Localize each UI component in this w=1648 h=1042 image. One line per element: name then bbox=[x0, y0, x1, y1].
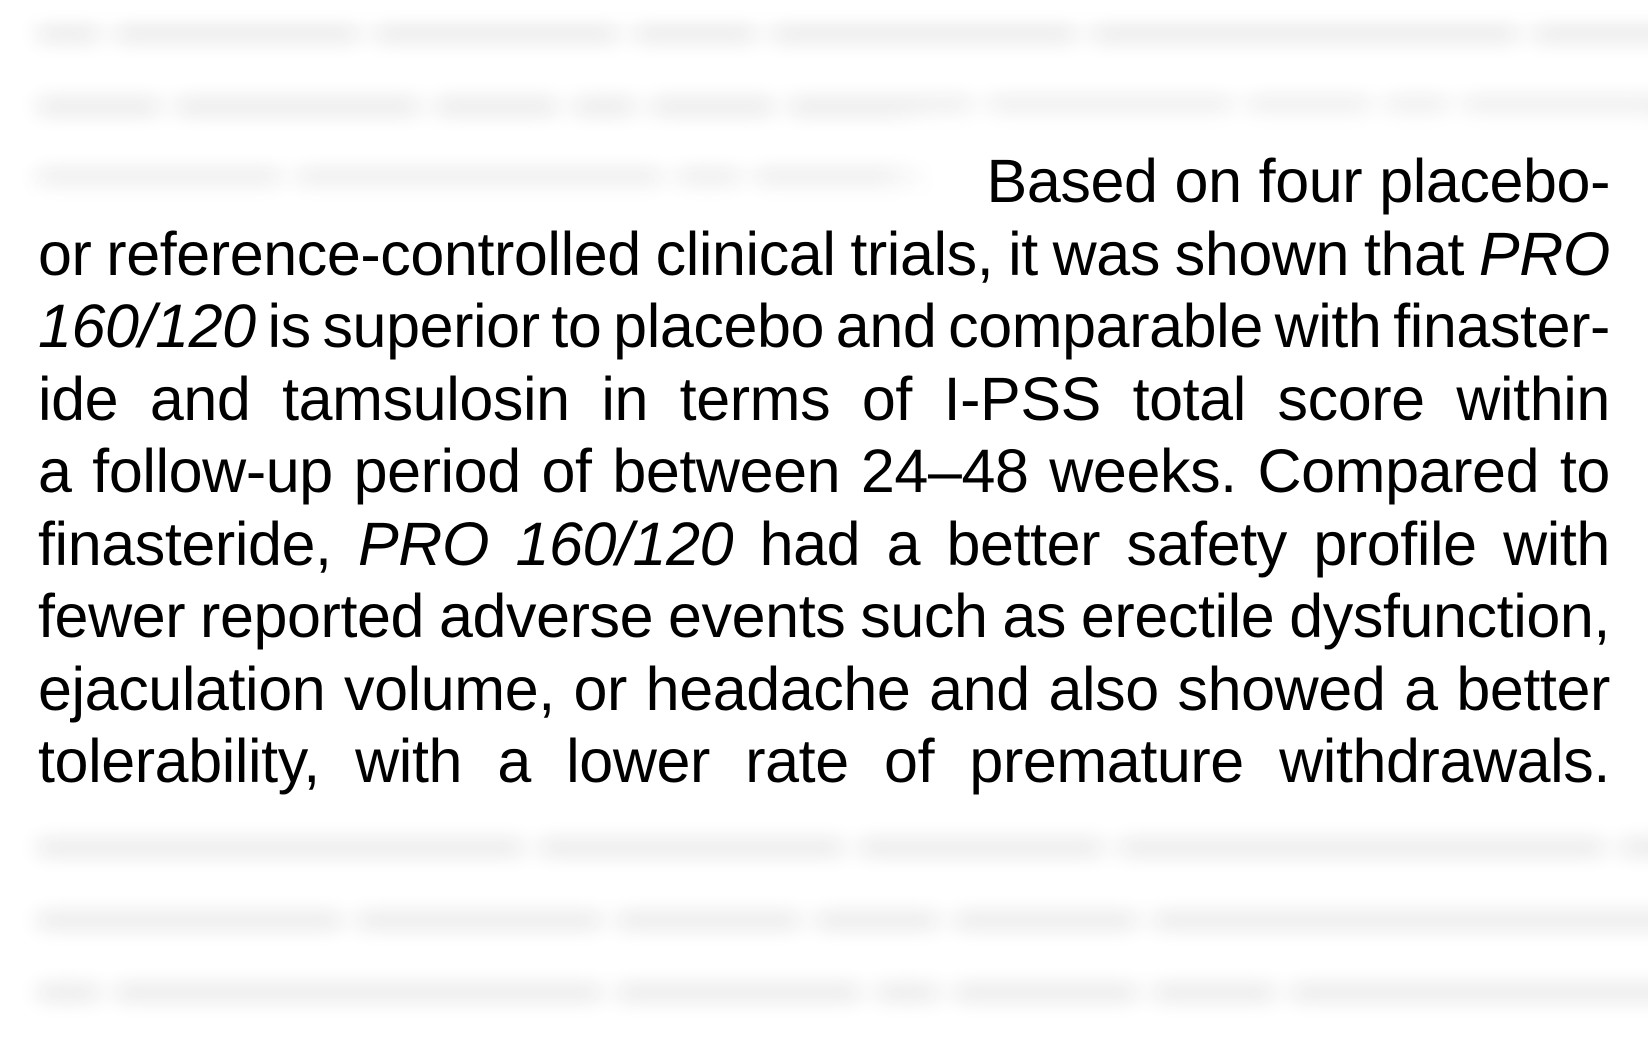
page-fade-bottom bbox=[0, 1012, 1648, 1042]
word: a bbox=[886, 509, 921, 578]
word: with bbox=[1274, 292, 1382, 360]
word: reported bbox=[200, 582, 425, 650]
word-adverse-event: ejaculation bbox=[38, 654, 326, 723]
word: also bbox=[1048, 654, 1159, 723]
paragraph-line-5: a follow-up period of between 24–48 week… bbox=[38, 435, 1610, 508]
word: score bbox=[1277, 364, 1426, 433]
word: safety bbox=[1126, 509, 1288, 578]
word: or bbox=[38, 219, 92, 288]
paragraph-line-6: finasteride, PRO 160/120 had a better sa… bbox=[38, 508, 1610, 581]
word: of bbox=[861, 364, 912, 433]
word: period bbox=[353, 437, 522, 505]
paragraph-line-9: tolerability, with a lower rate of prema… bbox=[38, 725, 1610, 798]
word: erectile bbox=[1080, 582, 1275, 650]
blurred-line: — ———————— ———— — ——— —— ———————— — ————… bbox=[38, 951, 1648, 1024]
word: as bbox=[1002, 582, 1067, 650]
word: with bbox=[355, 727, 463, 795]
word-adverse-event: dysfunction, bbox=[1289, 582, 1610, 650]
word: withdrawals. bbox=[1279, 727, 1610, 795]
paragraph-line-2: or reference-controlled clinical trials,… bbox=[38, 218, 1610, 291]
word: to bbox=[551, 292, 602, 360]
word-italic-product-dose: 160/120 bbox=[38, 292, 256, 360]
word: within bbox=[1456, 364, 1610, 433]
word-italic-product-dose: 160/120 bbox=[515, 509, 734, 578]
word: Compared bbox=[1257, 437, 1540, 505]
word: is bbox=[267, 292, 311, 360]
blurred-line-text: ———————— ————— ———— ———————— ——————— —— bbox=[38, 808, 1648, 876]
word-italic-product-name: PRO bbox=[1478, 219, 1610, 288]
word: better bbox=[946, 509, 1101, 578]
word: that bbox=[1363, 219, 1465, 288]
word: finasteride, bbox=[38, 509, 332, 578]
word: total bbox=[1132, 364, 1247, 433]
word: terms bbox=[679, 364, 831, 433]
blurred-line-text: — ———————— ———— — ——— —— ———————— — ————… bbox=[38, 953, 1648, 1021]
word: of bbox=[884, 727, 935, 795]
word: with bbox=[1503, 509, 1610, 578]
word-adverse-event: headache bbox=[645, 654, 911, 723]
word: volume, bbox=[343, 654, 555, 723]
word: between bbox=[612, 437, 841, 505]
word: tamsulosin bbox=[282, 364, 570, 433]
word: ide bbox=[38, 364, 119, 433]
word: clinical bbox=[655, 219, 836, 288]
paragraph-line-4: ide and tamsulosin in terms of I-PSS tot… bbox=[38, 363, 1610, 436]
page-fade-top bbox=[0, 0, 1648, 26]
word: trials, bbox=[850, 219, 994, 288]
focus-paragraph: Based on four placebo- or reference-cont… bbox=[38, 145, 1610, 798]
word: superior bbox=[322, 292, 540, 360]
word: follow-up bbox=[92, 437, 333, 505]
blurred-line-text: ————— ———— ——— —— ——— ————————— — ——— ——… bbox=[38, 880, 1648, 949]
word: and bbox=[835, 292, 937, 360]
word: and bbox=[929, 654, 1030, 723]
word: of bbox=[541, 437, 592, 505]
word: finaster- bbox=[1393, 292, 1610, 360]
word: profile bbox=[1313, 509, 1477, 578]
word: such bbox=[860, 582, 988, 650]
blurred-text-below: ———————— ————— ———— ———————— ————— —— —— … bbox=[38, 806, 1648, 1024]
word: rate bbox=[745, 727, 849, 795]
word-duration-range: 24–48 bbox=[860, 437, 1029, 505]
blurred-line: ———————— ————— ———— ———————— ——————— —— bbox=[38, 806, 1648, 879]
paragraph-line-1: Based on four placebo- bbox=[38, 145, 1611, 218]
word: a bbox=[38, 437, 72, 505]
line-text: Based on four placebo- bbox=[986, 147, 1611, 215]
word: events bbox=[668, 582, 846, 650]
word: to bbox=[1559, 437, 1610, 505]
word: weeks. bbox=[1049, 437, 1237, 505]
blurred-line: ————— ———— ——— —— ——— ————————— — ——— ——… bbox=[38, 879, 1648, 952]
word: adverse bbox=[438, 582, 654, 650]
word: it bbox=[1008, 219, 1038, 288]
word: a bbox=[1404, 654, 1438, 723]
paragraph-line-8: ejaculation volume, or headache and also… bbox=[38, 653, 1610, 726]
word: a bbox=[497, 727, 531, 795]
word: was bbox=[1052, 219, 1161, 288]
paragraph-line-3: 160/120 is superior to placebo and compa… bbox=[38, 290, 1610, 363]
focus-haze-middle bbox=[0, 196, 1648, 266]
word: better bbox=[1456, 654, 1610, 723]
word-scale-name: I-PSS bbox=[943, 364, 1102, 433]
word: premature bbox=[969, 727, 1244, 795]
word: in bbox=[601, 364, 649, 433]
word: showed bbox=[1177, 654, 1386, 723]
paragraph-line-7: fewer reported adverse events such as er… bbox=[38, 580, 1610, 653]
word: had bbox=[759, 509, 861, 578]
word: reference-controlled bbox=[106, 219, 641, 288]
word: comparable bbox=[948, 292, 1263, 360]
word: or bbox=[573, 654, 628, 723]
word-italic-product-name: PRO bbox=[358, 509, 490, 578]
focus-haze-bottom bbox=[0, 760, 1648, 804]
word: shown bbox=[1174, 219, 1350, 288]
word: placebo bbox=[613, 292, 825, 360]
word: fewer bbox=[38, 582, 186, 650]
word: lower bbox=[566, 727, 710, 795]
word: tolerability, bbox=[38, 727, 320, 795]
word: and bbox=[149, 364, 251, 433]
